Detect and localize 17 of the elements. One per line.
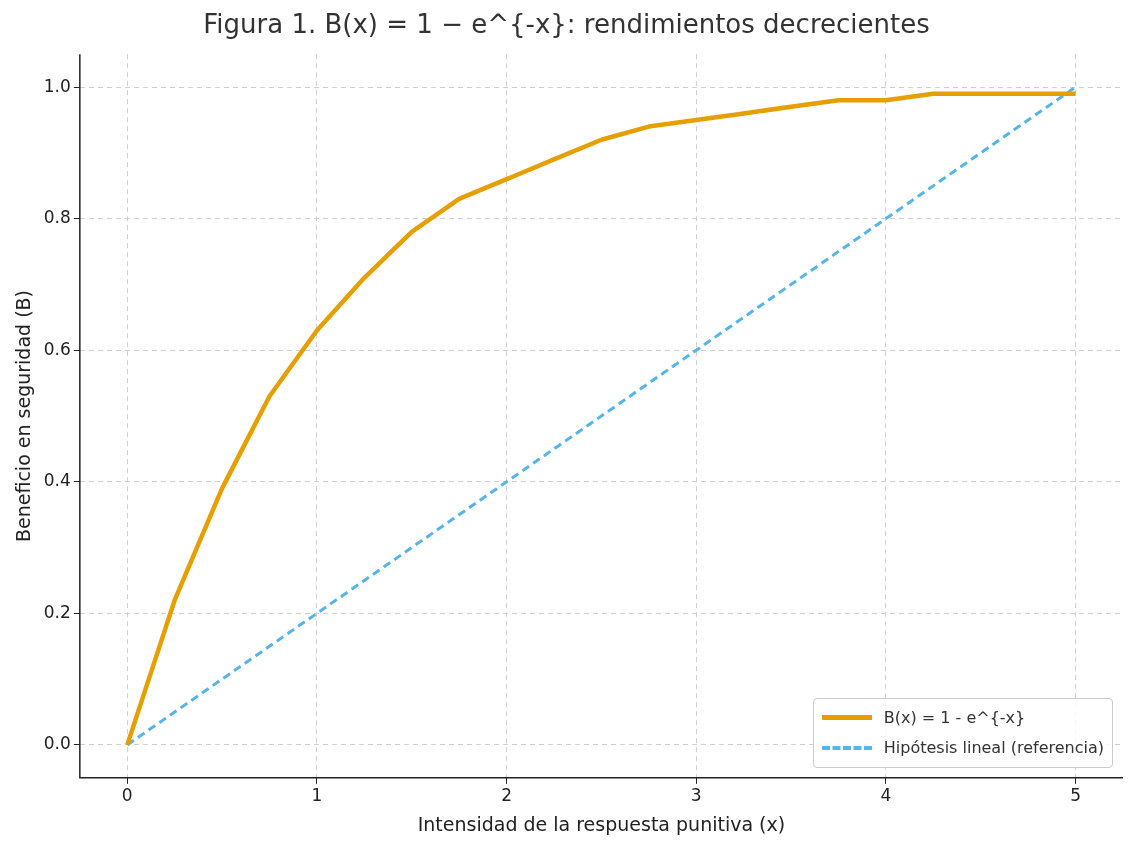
x-tick-label: 3 bbox=[690, 785, 702, 806]
x-tick-label: 2 bbox=[501, 785, 512, 806]
chart-title: Figura 1. B(x) = 1 − e^{-x}: rendimientos decrecientes bbox=[203, 9, 930, 40]
y-tick-label: 0.6 bbox=[43, 338, 71, 359]
x-tick-label: 4 bbox=[880, 785, 892, 806]
y-tick-label: 0.0 bbox=[43, 733, 71, 754]
x-axis-title: Intensidad de la respuesta punitiva (x) bbox=[417, 812, 786, 835]
y-tick-label: 0.4 bbox=[43, 470, 71, 491]
y-tick-label: 1.0 bbox=[43, 75, 71, 96]
x-tick-label: 1 bbox=[311, 785, 323, 806]
legend-label: Hipótesis lineal (referencia) bbox=[883, 738, 1104, 758]
y-axis-title: Beneficio en seguridad (B) bbox=[12, 289, 35, 543]
y-tick-label: 0.8 bbox=[43, 207, 71, 228]
legend-label: B(x) = 1 - e^{-x} bbox=[883, 708, 1026, 728]
y-tick-label: 0.2 bbox=[43, 601, 71, 622]
x-tick-label: 0 bbox=[121, 785, 133, 806]
x-tick-label: 5 bbox=[1070, 785, 1081, 806]
